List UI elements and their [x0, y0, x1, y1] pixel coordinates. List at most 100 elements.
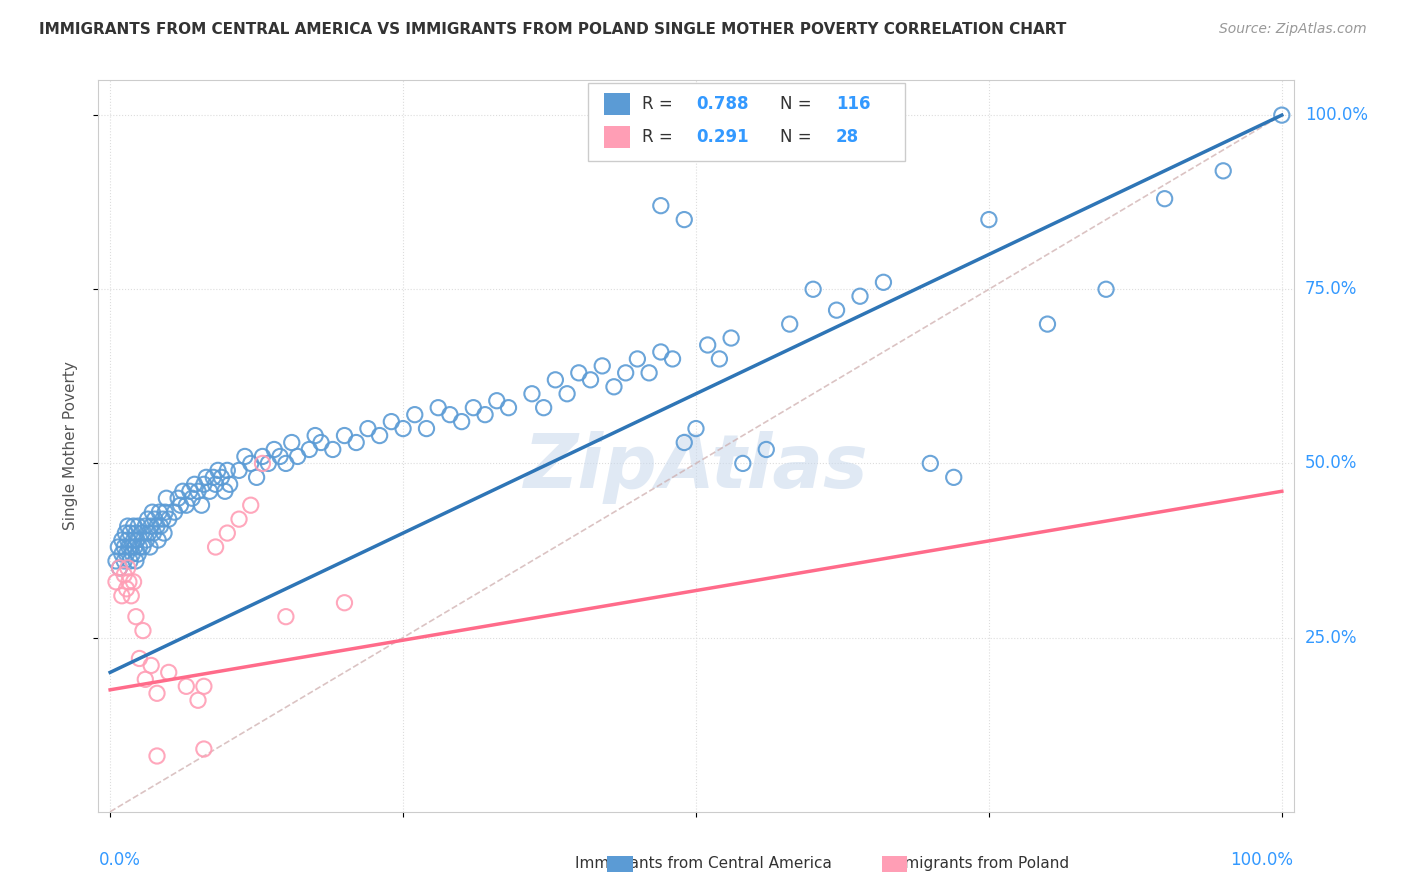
Point — [252, 457, 274, 471]
Point — [148, 533, 170, 547]
Point — [108, 561, 131, 575]
Text: 0.291: 0.291 — [696, 128, 748, 146]
Point — [198, 484, 221, 499]
Point — [427, 401, 450, 415]
Point — [122, 574, 145, 589]
Point — [568, 366, 591, 380]
Point — [105, 554, 128, 568]
Point — [281, 435, 304, 450]
Point — [132, 624, 155, 638]
Point — [825, 303, 848, 318]
Y-axis label: Single Mother Poverty: Single Mother Poverty — [63, 361, 77, 531]
Point — [146, 686, 169, 700]
Point — [131, 526, 153, 541]
Point — [149, 519, 172, 533]
Point — [942, 470, 965, 484]
Point — [121, 547, 143, 561]
Point — [111, 533, 134, 547]
Point — [696, 338, 718, 352]
Point — [211, 470, 233, 484]
Point — [544, 373, 567, 387]
Point — [269, 450, 291, 464]
Point — [626, 351, 648, 366]
Point — [304, 428, 326, 442]
Point — [520, 386, 543, 401]
Point — [357, 421, 380, 435]
Point — [118, 540, 141, 554]
Point — [603, 380, 626, 394]
Point — [1153, 192, 1175, 206]
Point — [380, 415, 402, 429]
Text: 116: 116 — [835, 95, 870, 113]
Point — [872, 275, 894, 289]
Point — [146, 749, 169, 764]
Text: 0.0%: 0.0% — [98, 851, 141, 869]
Point — [685, 421, 707, 435]
Point — [114, 526, 136, 541]
Text: 0.788: 0.788 — [696, 95, 748, 113]
Point — [193, 742, 215, 756]
Point — [125, 554, 148, 568]
FancyBboxPatch shape — [605, 127, 630, 148]
Point — [115, 582, 138, 596]
Point — [474, 408, 496, 422]
Point — [1036, 317, 1059, 331]
Point — [125, 609, 148, 624]
Point — [638, 366, 661, 380]
Point — [204, 477, 226, 491]
Point — [217, 463, 239, 477]
Point — [157, 665, 180, 680]
Point — [650, 199, 672, 213]
Point — [650, 345, 672, 359]
Point — [392, 421, 415, 435]
Point — [614, 366, 637, 380]
Point — [108, 561, 131, 575]
Point — [128, 540, 150, 554]
Point — [298, 442, 321, 457]
Point — [141, 505, 163, 519]
Point — [1095, 282, 1118, 296]
Text: 75.0%: 75.0% — [1305, 280, 1357, 298]
Point — [181, 491, 204, 506]
Point — [105, 574, 128, 589]
Point — [779, 317, 801, 331]
Point — [720, 331, 742, 345]
Point — [755, 442, 778, 457]
Point — [246, 470, 269, 484]
Point — [136, 512, 159, 526]
Point — [115, 547, 138, 561]
Point — [127, 519, 149, 533]
Point — [172, 484, 194, 499]
Point — [673, 212, 696, 227]
Text: 25.0%: 25.0% — [1305, 629, 1357, 647]
Point — [274, 609, 297, 624]
Point — [463, 401, 485, 415]
Point — [228, 512, 250, 526]
Point — [977, 212, 1000, 227]
Point — [485, 393, 508, 408]
Text: N =: N = — [779, 95, 817, 113]
Point — [111, 589, 134, 603]
Point — [709, 351, 731, 366]
Point — [533, 401, 555, 415]
FancyBboxPatch shape — [605, 94, 630, 115]
Point — [344, 435, 367, 450]
Text: R =: R = — [643, 128, 678, 146]
Point — [187, 693, 209, 707]
Point — [673, 435, 696, 450]
Point — [322, 442, 344, 457]
Text: 50.0%: 50.0% — [1305, 454, 1357, 473]
Point — [1271, 108, 1294, 122]
Text: N =: N = — [779, 128, 817, 146]
Point — [157, 512, 180, 526]
Point — [309, 435, 332, 450]
Point — [183, 477, 205, 491]
Point — [187, 484, 209, 499]
Point — [120, 540, 142, 554]
Point — [142, 526, 165, 541]
Point — [439, 408, 461, 422]
Point — [138, 526, 160, 541]
Point — [661, 351, 683, 366]
Point — [263, 442, 285, 457]
Text: R =: R = — [643, 95, 678, 113]
